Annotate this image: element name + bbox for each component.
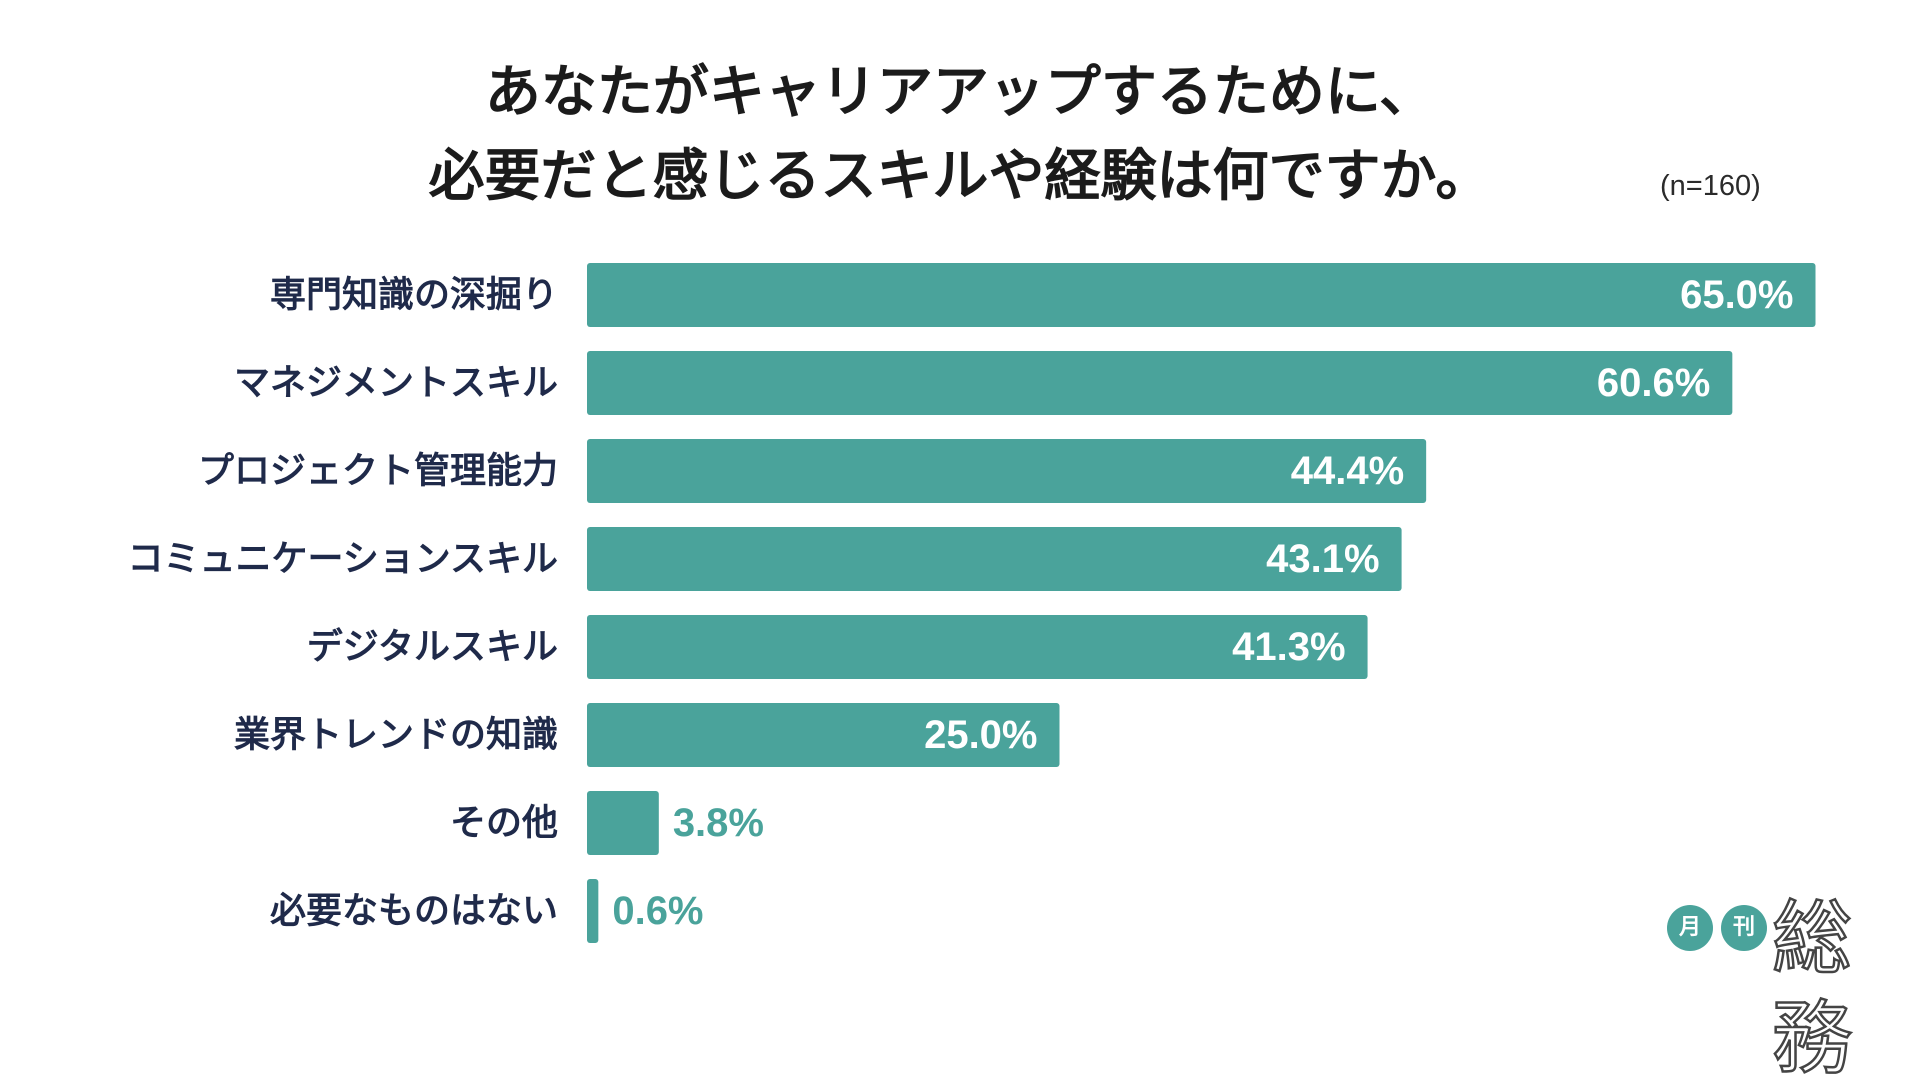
category-label: その他 [450, 803, 558, 844]
category-label: 業界トレンドの知識 [234, 715, 558, 756]
bar [587, 263, 1816, 327]
publication-logo: 月 刊 総務 [1660, 891, 1910, 1086]
value-label: 43.1% [1266, 537, 1379, 581]
chart-title-line-2: 必要だと感じるスキルや経験は何ですか。 [428, 144, 1492, 209]
category-label: 専門知識の深掘り [270, 275, 558, 316]
category-label: 必要なものはない [270, 891, 558, 932]
category-label: マネジメントスキル [234, 363, 558, 404]
bar [587, 791, 659, 855]
category-label: デジタルスキル [307, 626, 558, 668]
value-label: 0.6% [612, 889, 703, 933]
logo-badge-2: 刊 [1721, 905, 1767, 951]
logo-wordmark: 総務 [1771, 891, 1854, 1087]
value-label: 44.4% [1291, 449, 1404, 493]
chart-title-line-1: あなたがキャリアアップするために、 [484, 60, 1436, 125]
value-label: 41.3% [1232, 625, 1345, 669]
bar [587, 703, 1060, 767]
value-label: 3.8% [673, 801, 764, 845]
category-label: コミュニケーションスキル [127, 539, 558, 580]
bar [587, 615, 1368, 679]
logo-badge-1: 月 [1667, 905, 1713, 951]
bar-chart: 専門知識の深掘り 65.0% マネジメントスキル 60.6% プロジェクト管理能力 44.… [127, 263, 1816, 943]
bar [587, 879, 599, 943]
bar [587, 527, 1402, 591]
bar [587, 351, 1733, 415]
value-label: 60.6% [1597, 361, 1710, 405]
value-label: 25.0% [924, 713, 1037, 757]
bar [587, 439, 1427, 503]
value-label: 65.0% [1680, 273, 1793, 317]
sample-size-label: (n=160) [1660, 170, 1761, 202]
category-label: プロジェクト管理能力 [198, 451, 558, 492]
